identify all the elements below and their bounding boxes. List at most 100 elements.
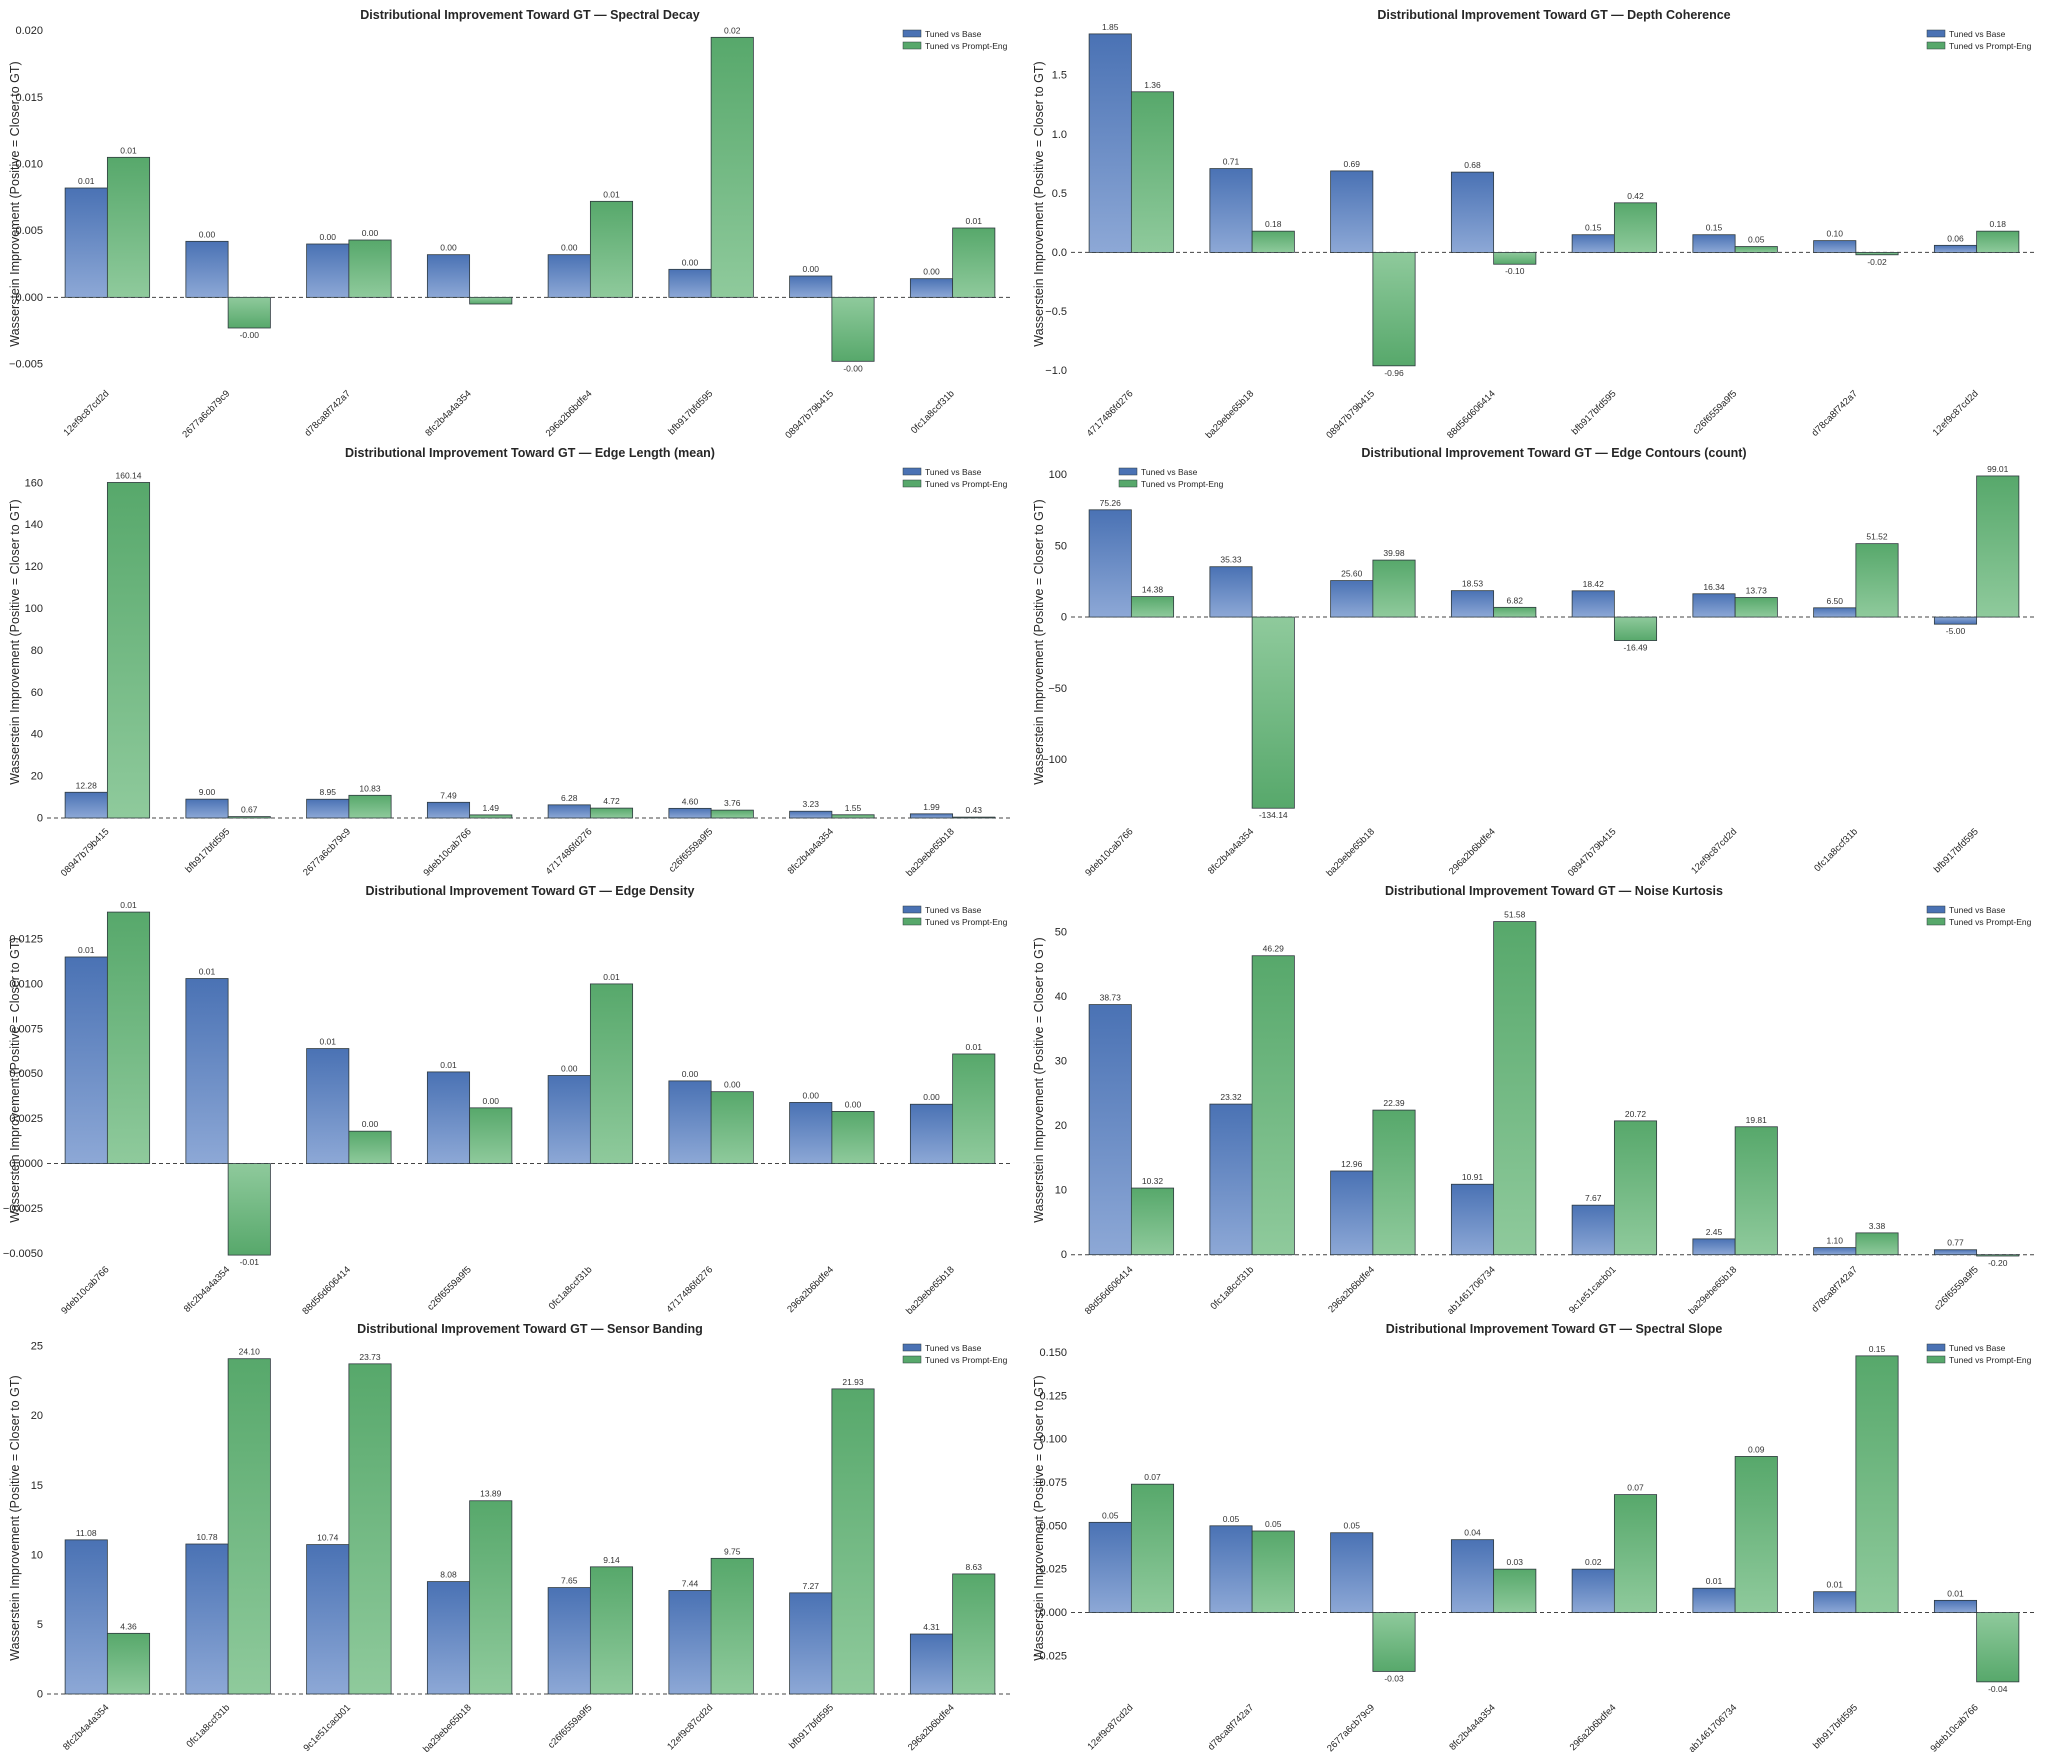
x-tick-label: c26f6559a9f5 (1932, 1264, 1981, 1313)
bar-value-label: 0.01 (1947, 1588, 1964, 1598)
bar-tuned-vs-prompt-eng (1251, 616, 1295, 809)
bar-tuned-vs-base (1450, 1183, 1495, 1256)
y-axis-label: Wasserstein Improvement (Positive = Clos… (1032, 1375, 1046, 1660)
x-tick-label: 88d56d606414 (1445, 388, 1498, 438)
bar-value-label: 1.49 (482, 803, 499, 813)
chart-svg: Distributional Improvement Toward GT — S… (1032, 1322, 2037, 1752)
bar-tuned-vs-base (909, 813, 954, 819)
bar-tuned-vs-base (1933, 1599, 1978, 1613)
bar-value-label: 0.42 (1627, 191, 1644, 201)
bar-value-label: -0.02 (1867, 257, 1887, 267)
y-axis-label: Wasserstein Improvement (Positive = Clos… (8, 937, 22, 1222)
y-tick-label: 0.025 (1039, 1564, 1067, 1576)
bar-tuned-vs-prompt-eng (1372, 1612, 1416, 1672)
bar-tuned-vs-prompt-eng (227, 1163, 271, 1256)
bar-tuned-vs-prompt-eng (106, 156, 151, 298)
bar-value-label: 6.82 (1506, 595, 1523, 605)
bar-value-label: 0.01 (319, 1037, 336, 1047)
bar-value-label: 23.32 (1220, 1092, 1242, 1102)
y-axis-label: Wasserstein Improvement (Positive = Clos… (8, 1375, 22, 1660)
bar-tuned-vs-base (185, 798, 229, 819)
x-tick-label: 8fc2b4a4a354 (1206, 826, 1256, 876)
bar-tuned-vs-base (1330, 170, 1374, 253)
bar-value-label: -0.20 (1988, 1258, 2008, 1268)
bar-tuned-vs-prompt-eng (710, 809, 754, 819)
x-tick-label: ba29ebe65b18 (904, 1264, 957, 1314)
bar-tuned-vs-base (1933, 616, 1978, 625)
bar-tuned-vs-prompt-eng (469, 1107, 513, 1164)
chart-panel: Distributional Improvement Toward GT — S… (1024, 1314, 2048, 1752)
x-tick-label: 2677a6cb79c9 (301, 826, 353, 876)
x-tick-label: 0fc1a8ccf31b (1812, 826, 1860, 874)
y-tick-label: −1.0 (1045, 365, 1067, 377)
chart-panel: Distributional Improvement Toward GT — S… (0, 1314, 1024, 1752)
bar-value-label: -5.00 (1946, 626, 1966, 636)
y-tick-label: 140 (25, 519, 43, 531)
legend-swatch (1926, 1343, 1946, 1352)
bar-tuned-vs-prompt-eng (1372, 1109, 1416, 1256)
y-tick-label: 1.5 (1052, 70, 1067, 82)
legend: Tuned vs Base Tuned vs Prompt-Eng (1926, 905, 2032, 927)
bar-value-label: 0.67 (241, 805, 258, 815)
chart-svg: Distributional Improvement Toward GT — D… (1032, 8, 2037, 438)
bar-value-label: 160.14 (116, 470, 142, 480)
bar-tuned-vs-prompt-eng (106, 1632, 151, 1695)
bar-tuned-vs-prompt-eng (1976, 230, 2020, 253)
chart-title: Distributional Improvement Toward GT — S… (1386, 1322, 1723, 1336)
legend-swatch (1926, 41, 1946, 50)
bar-value-label: 1.36 (1144, 80, 1161, 90)
bar-tuned-vs-base (426, 254, 471, 298)
bar-value-label: -0.00 (843, 363, 863, 373)
legend: Tuned vs Base Tuned vs Prompt-Eng (902, 467, 1008, 489)
chart-panel: Distributional Improvement Toward GT — E… (0, 876, 1024, 1314)
x-tick-label: 88d56d606414 (300, 1264, 353, 1314)
y-tick-label: 10 (1055, 1185, 1067, 1197)
bar-tuned-vs-base (789, 1592, 833, 1695)
bar-value-label: -0.10 (1505, 266, 1525, 276)
x-tick-label: 8fc2b4a4a354 (61, 1702, 111, 1752)
legend-label: Tuned vs Base (1949, 29, 2006, 39)
bar-tuned-vs-prompt-eng (469, 296, 513, 305)
x-tick-label: 2677a6cb79c9 (180, 388, 232, 438)
x-tick-label: 296a2b6bdfe4 (544, 388, 595, 438)
bar-value-label: 0.01 (603, 189, 620, 199)
bar-value-label: 12.28 (76, 780, 98, 790)
bar-tuned-vs-base (1813, 1247, 1857, 1256)
bar-tuned-vs-base (185, 1543, 229, 1695)
bar-tuned-vs-prompt-eng (831, 1111, 875, 1164)
bar-tuned-vs-base (1813, 1591, 1857, 1613)
bar-tuned-vs-prompt-eng (1493, 252, 1537, 265)
legend-label: Tuned vs Prompt-Eng (925, 41, 1008, 51)
bar-value-label: 0.01 (603, 972, 620, 982)
bar-tuned-vs-prompt-eng (1855, 252, 1899, 256)
x-tick-label: 08947b79b415 (1566, 826, 1619, 876)
x-tick-label: bfb917bfd595 (183, 826, 232, 875)
bar-tuned-vs-prompt-eng (1130, 596, 1175, 618)
bar-tuned-vs-prompt-eng (1251, 1530, 1295, 1613)
bar-tuned-vs-base (1571, 1568, 1615, 1613)
legend: Tuned vs Base Tuned vs Prompt-Eng (902, 1343, 1008, 1365)
bar-value-label: 7.27 (802, 1581, 819, 1591)
bar-value-label: 3.23 (802, 799, 819, 809)
legend-swatch (1118, 467, 1138, 476)
bar-tuned-vs-prompt-eng (348, 1363, 392, 1695)
bar-tuned-vs-base (789, 275, 833, 298)
bar-value-label: -0.00 (240, 330, 260, 340)
bar-tuned-vs-base (64, 1539, 108, 1695)
bar-tuned-vs-base (909, 1103, 954, 1164)
chart-panel: Distributional Improvement Toward GT — S… (0, 0, 1024, 438)
bar-tuned-vs-base (1209, 168, 1253, 253)
bar-value-label: 0.69 (1343, 159, 1360, 169)
bar-tuned-vs-prompt-eng (1734, 246, 1778, 253)
bar-tuned-vs-prompt-eng (1855, 1355, 1899, 1613)
bar-value-label: 0.05 (1748, 235, 1765, 245)
y-tick-label: 20 (31, 771, 43, 783)
legend-label: Tuned vs Base (1141, 467, 1198, 477)
y-tick-label: 0.020 (15, 25, 43, 37)
y-tick-label: 0.0100 (9, 978, 43, 990)
y-axis-label: Wasserstein Improvement (Positive = Clos… (1032, 499, 1046, 784)
bar-value-label: 0.00 (682, 1069, 699, 1079)
x-tick-label: 4717486fd276 (665, 1264, 716, 1314)
x-tick-label: 296a2b6bdfe4 (1447, 826, 1498, 876)
bar-value-label: 51.58 (1504, 910, 1526, 920)
